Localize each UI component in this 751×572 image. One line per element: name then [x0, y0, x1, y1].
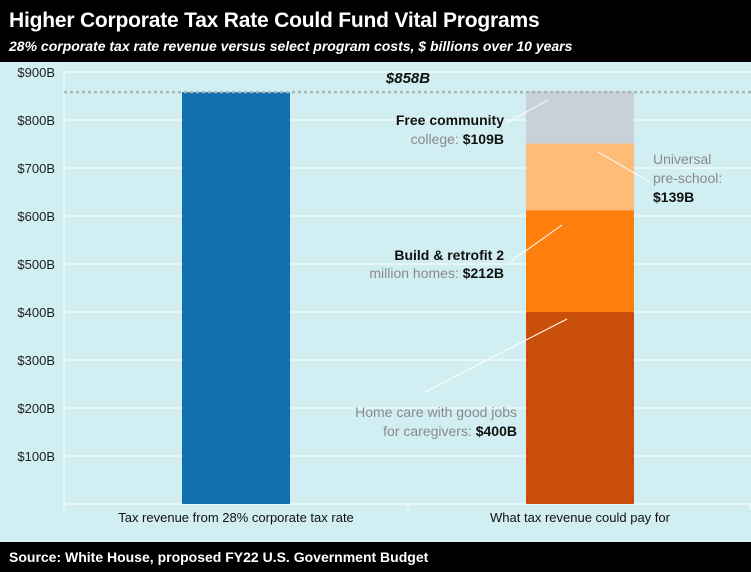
annotation-universal_preschool-value: $139B — [653, 189, 694, 205]
annotation-home_care-prefix: for caregivers: — [383, 423, 476, 439]
annotation-build_retrofit-line2: million homes: $212B — [369, 265, 504, 281]
bar-segment-build_retrofit — [526, 210, 634, 312]
y-tick-label: $300B — [17, 353, 55, 368]
bar-segment-home_care — [526, 312, 634, 504]
source-note: Source: White House, proposed FY22 U.S. … — [9, 549, 429, 565]
annotation-universal_preschool-line2: pre-school: — [653, 170, 722, 186]
y-tick-label: $700B — [17, 161, 55, 176]
y-tick-label: $500B — [17, 257, 55, 272]
leader-line-build-retrofit — [509, 224, 563, 263]
stacked-bar-chart: $100B $200B $300B $400B $500B $600B $700B $800B… — [17, 65, 751, 525]
annotation-build_retrofit-prefix: million homes: — [369, 265, 462, 281]
annotation-home_care-line2: for caregivers: $400B — [383, 423, 517, 439]
chart-subtitle: 28% corporate tax rate revenue versus se… — [9, 38, 573, 54]
annotation-free_college-value: $109B — [463, 131, 504, 147]
plot-area: $100B $200B $300B $400B $500B $600B $700B $800B… — [0, 62, 751, 542]
x-category-label: What tax revenue could pay for — [490, 510, 671, 525]
leader-line-universal-preschool — [597, 151, 651, 183]
leader-line-free-college — [504, 99, 549, 125]
annotation-free_college-prefix: college: — [411, 131, 463, 147]
chart-footer: Source: White House, proposed FY22 U.S. … — [0, 542, 751, 572]
bar-segment-revenue — [182, 92, 290, 504]
y-tick-label: $100B — [17, 449, 55, 464]
chart-title: Higher Corporate Tax Rate Could Fund Vit… — [9, 9, 540, 32]
y-tick-label: $200B — [17, 401, 55, 416]
x-category-label: Tax revenue from 28% corporate tax rate — [118, 510, 354, 525]
y-tick-label: $800B — [17, 113, 55, 128]
bar-segment-universal_preschool — [526, 143, 634, 211]
annotation-home_care-line1: Home care with good jobs — [355, 404, 517, 420]
chart-header: Higher Corporate Tax Rate Could Fund Vit… — [0, 0, 751, 62]
annotation-universal_preschool-line1: Universal — [653, 151, 711, 167]
y-tick-label: $600B — [17, 209, 55, 224]
bar-segment-free_college — [526, 91, 634, 144]
reference-line-label: $858B — [385, 70, 430, 87]
y-tick-label: $400B — [17, 305, 55, 320]
annotation-free_college-line2: college: $109B — [411, 131, 504, 147]
leader-line-home-care — [424, 318, 568, 393]
annotation-build_retrofit-line1: Build & retrofit 2 — [394, 247, 504, 263]
annotation-build_retrofit-value: $212B — [463, 265, 504, 281]
y-tick-label: $900B — [17, 65, 55, 80]
annotation-free_college-line1: Free community — [396, 112, 504, 128]
annotation-home_care-value: $400B — [476, 423, 517, 439]
